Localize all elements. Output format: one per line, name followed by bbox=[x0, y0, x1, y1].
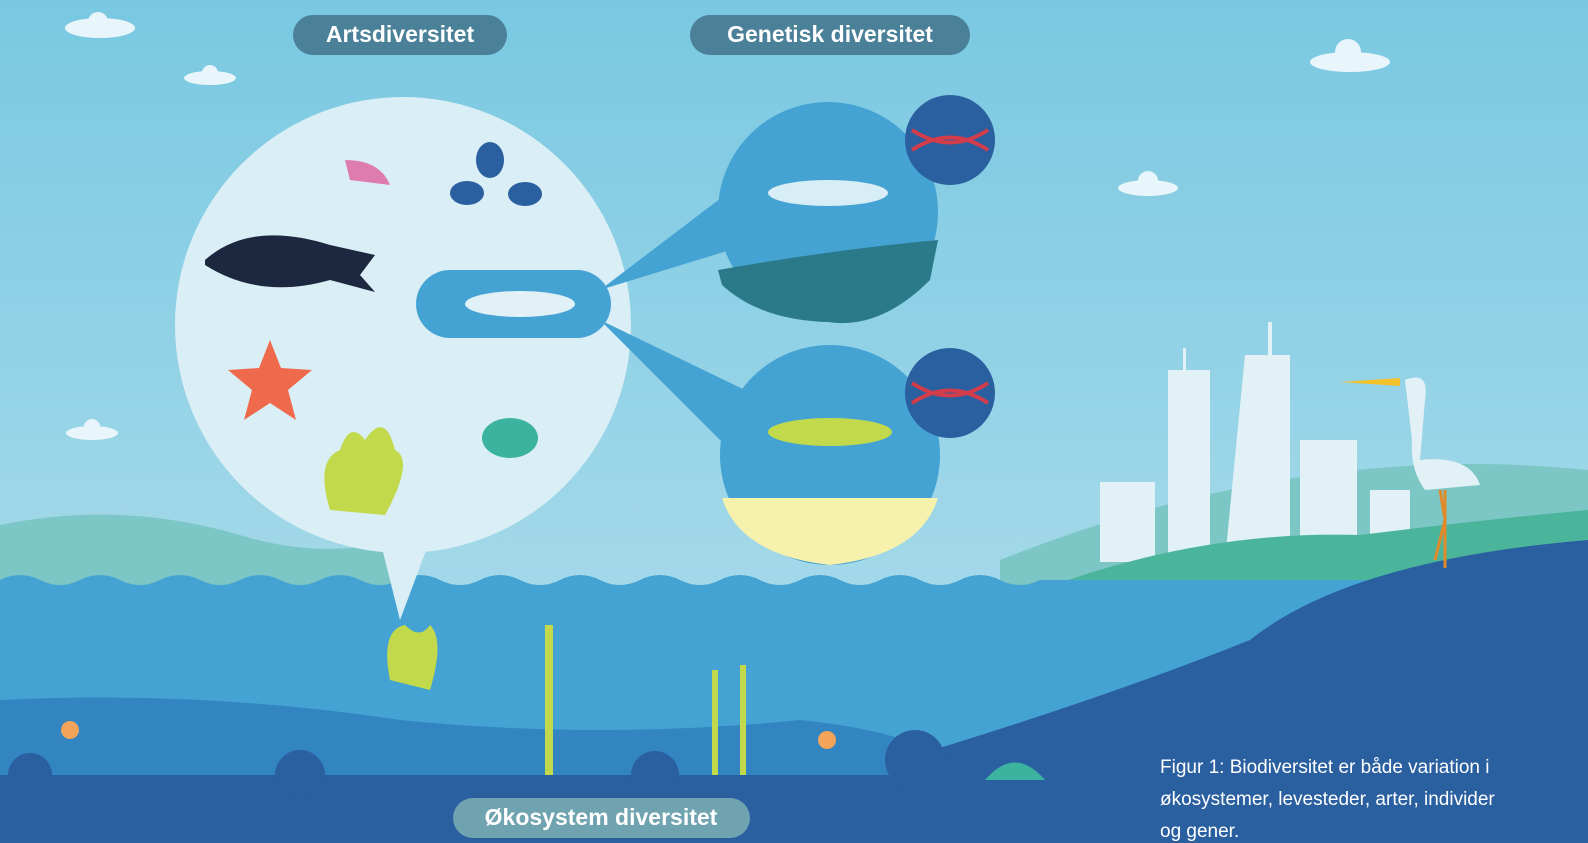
fish bbox=[768, 180, 888, 206]
crab bbox=[482, 418, 538, 458]
caption: Figur 1: Biodiversitet er både variation… bbox=[1160, 752, 1520, 843]
genetic-label: Genetisk diversitet bbox=[727, 21, 933, 47]
fish bbox=[465, 291, 575, 317]
species-label: Artsdiversitet bbox=[326, 21, 475, 47]
dna-icon bbox=[905, 95, 995, 185]
dna-icon bbox=[905, 348, 995, 438]
illustration: Artsdiversitet Genetisk diversitet Økosy… bbox=[0, 0, 1588, 843]
scene: Artsdiversitet Genetisk diversitet Økosy… bbox=[0, 0, 1588, 843]
ecosystem-label: Økosystem diversitet bbox=[485, 804, 718, 830]
fish bbox=[768, 418, 892, 446]
